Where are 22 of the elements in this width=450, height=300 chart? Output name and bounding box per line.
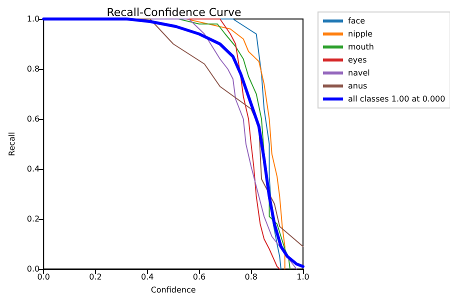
- x-tick-label: 0.4: [141, 272, 154, 282]
- chart-title: Recall-Confidence Curve: [106, 6, 242, 19]
- y-tick-label: 0.4: [26, 164, 40, 174]
- y-tick-label: 0.0: [26, 264, 40, 274]
- x-axis-title: Confidence: [150, 286, 196, 294]
- legend-label: all classes 1.00 at 0.000: [348, 94, 446, 104]
- x-tick-label: 0.8: [244, 272, 258, 282]
- legend-label: face: [348, 16, 366, 26]
- x-tick-label: 0.2: [89, 272, 102, 282]
- legend-label: mouth: [348, 42, 374, 52]
- y-tick-label: 0.8: [26, 64, 40, 74]
- legend-label: eyes: [348, 56, 367, 64]
- y-axis-title: Recall: [8, 132, 16, 156]
- legend-label: navel: [348, 68, 370, 78]
- y-tick-label: 0.2: [26, 214, 40, 224]
- y-tick-label: 0.6: [26, 114, 40, 124]
- x-tick-label: 1.0: [296, 272, 310, 282]
- y-tick-label: 1.0: [26, 14, 40, 24]
- x-tick-label: 0.0: [37, 272, 50, 282]
- legend-label: nipple: [348, 30, 373, 38]
- legend-label: anus: [348, 82, 368, 90]
- x-tick-label: 0.6: [192, 272, 206, 282]
